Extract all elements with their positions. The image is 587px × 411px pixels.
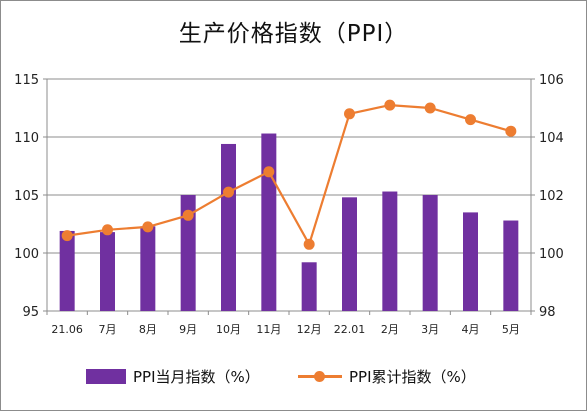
bar (100, 232, 115, 311)
chart-title: 生产价格指数（PPI） (178, 21, 409, 47)
x-tick-label: 3月 (421, 323, 439, 336)
legend-item-line: PPI累计指数（%） (298, 364, 476, 388)
x-tick-label: 11月 (256, 323, 281, 336)
x-tick-label: 5月 (502, 323, 520, 336)
line-point (142, 221, 154, 233)
x-tick-label: 9月 (179, 323, 197, 336)
line-point (424, 102, 436, 114)
bar (382, 191, 398, 311)
bar (422, 195, 438, 311)
x-tick-label: 4月 (462, 323, 480, 336)
series-line (67, 103, 512, 248)
line-point (223, 186, 234, 198)
bar (221, 143, 236, 311)
bar (503, 220, 519, 311)
x-tick-label: 21.06 (51, 323, 83, 336)
right-tick-label: 102 (539, 189, 564, 204)
left-tick-label: 100 (14, 247, 39, 262)
bar (140, 226, 156, 311)
left-tick-label: 115 (14, 73, 39, 88)
x-tick-label: 12月 (297, 323, 322, 336)
legend-label-line: PPI累计指数（%） (349, 367, 476, 386)
legend-bar-swatch (86, 368, 126, 384)
bar (180, 195, 196, 311)
left-tick-label: 95 (22, 305, 39, 320)
legend-line-swatch (298, 369, 342, 384)
x-tick-label: 2月 (381, 323, 399, 336)
legend-item-bar: PPI当月指数（%） (86, 364, 260, 388)
line-point (505, 125, 517, 137)
right-tick-label: 106 (539, 73, 564, 88)
line-point (303, 238, 315, 250)
bar (59, 230, 75, 311)
line-point (263, 166, 275, 178)
line-point (384, 99, 396, 111)
legend-label-bar: PPI当月指数（%） (133, 367, 260, 386)
line-point (465, 114, 476, 126)
line-point (344, 108, 355, 120)
x-tick-label: 7月 (99, 323, 117, 336)
line-point (102, 224, 113, 236)
bar (261, 133, 277, 311)
chart-legend: PPI当月指数（%） PPI累计指数（%） (0, 364, 587, 388)
bar (342, 197, 357, 311)
right-tick-label: 100 (539, 247, 564, 262)
line-point (61, 230, 73, 242)
x-tick-label: 8月 (139, 323, 157, 336)
x-tick-label: 22.01 (334, 323, 366, 336)
bar (463, 212, 478, 311)
left-tick-label: 110 (14, 131, 39, 146)
bar (301, 262, 317, 311)
x-tick-label: 10月 (216, 323, 241, 336)
line-point (182, 209, 194, 221)
left-tick-label: 105 (14, 189, 39, 204)
right-tick-label: 98 (539, 305, 556, 320)
right-tick-label: 104 (539, 131, 564, 146)
